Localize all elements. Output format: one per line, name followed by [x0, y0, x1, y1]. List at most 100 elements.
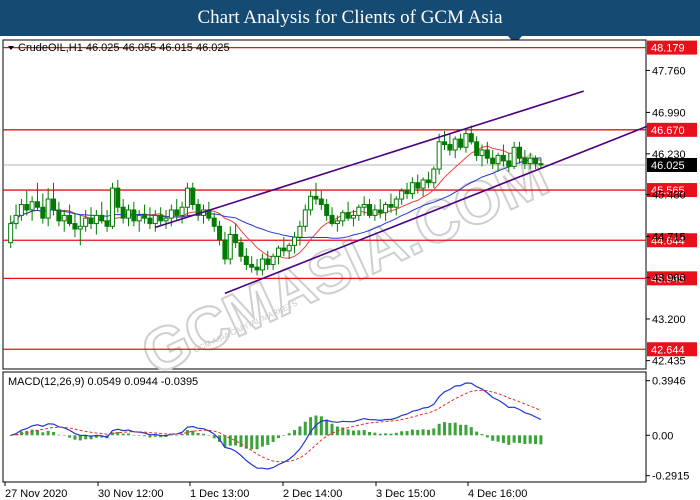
macd-hist-bar: [298, 426, 302, 436]
candle-body: [436, 141, 442, 170]
level-label-bg: [647, 122, 697, 137]
macd-hist-bar: [309, 417, 313, 436]
current-price-bg: [647, 157, 697, 172]
macd-hist-bar: [46, 430, 50, 436]
candle-body: [45, 198, 51, 219]
macd-hist-bar: [325, 419, 329, 436]
candle-body: [190, 187, 196, 205]
macd-hist-bar: [378, 433, 382, 436]
macd-hist-bar: [534, 435, 538, 445]
macd-hist-bar: [459, 424, 463, 436]
level-label: 44.644: [651, 235, 685, 247]
macd-hist-bar: [57, 434, 61, 436]
candle-body: [463, 133, 469, 148]
candle-body: [265, 258, 271, 265]
macd-hist-bar: [52, 432, 56, 436]
candle-body: [233, 233, 239, 244]
candle-body: [527, 157, 533, 165]
macd-hist-bar: [539, 435, 543, 445]
macd-hist-bar: [528, 435, 532, 444]
candle-body: [404, 190, 410, 195]
candle-body: [297, 225, 303, 238]
macd-y-tick-label: 0.3946: [652, 376, 686, 388]
candle-body: [474, 141, 480, 156]
macd-hist-bar: [127, 433, 131, 436]
candle-body: [340, 212, 346, 222]
candle-body: [313, 195, 319, 200]
ma-fast-line: [10, 145, 541, 259]
macd-hist-bar: [517, 435, 521, 444]
candle-body: [356, 206, 362, 216]
candle-body: [120, 206, 126, 219]
macd-hist-bar: [207, 435, 211, 436]
macd-hist-bar: [368, 431, 372, 436]
macd-hist-bar: [491, 435, 495, 441]
y-tick-label: 45.480: [652, 190, 686, 202]
candle-body: [222, 239, 228, 260]
candle-body: [195, 204, 201, 216]
candle-body: [8, 223, 14, 244]
candle-body: [243, 255, 249, 265]
macd-hist-bar: [153, 435, 157, 437]
candle-body: [13, 214, 19, 225]
candle-body: [179, 206, 185, 216]
candle-body: [115, 187, 121, 208]
candle-body: [302, 209, 308, 227]
macd-hist-bar: [159, 435, 163, 438]
candle-body: [109, 187, 115, 227]
macd-hist-bar: [260, 435, 264, 447]
macd-hist-bar: [137, 435, 141, 436]
macd-hist-bar: [437, 423, 441, 436]
candle-body: [131, 209, 137, 222]
macd-hist-bar: [421, 429, 425, 436]
candle-body: [538, 163, 544, 166]
candle-body: [61, 214, 67, 222]
level-label: 42.644: [651, 344, 685, 356]
macd-hist-bar: [196, 433, 200, 436]
macd-hist-bar: [228, 435, 232, 446]
y-tick-label: 43.960: [652, 273, 686, 285]
candle-body: [442, 141, 448, 146]
chart-title-banner: Chart Analysis for Clients of GCM Asia: [0, 0, 700, 36]
candle-body: [184, 187, 190, 208]
macd-hist-bar: [282, 435, 286, 436]
candle-body: [415, 182, 421, 189]
macd-signal-line: [10, 389, 542, 463]
macd-y-tick-label: 0.00: [652, 430, 673, 442]
candle-body: [522, 157, 528, 165]
macd-hist-bar: [255, 435, 259, 450]
macd-y-tick-label: -0.2915: [652, 471, 689, 483]
candle-body: [399, 190, 405, 200]
candle-body: [158, 214, 164, 222]
macd-hist-bar: [330, 423, 334, 436]
macd-hist-bar: [303, 421, 307, 436]
candle-body: [99, 214, 105, 222]
candle-body: [318, 198, 324, 206]
macd-hist-bar: [62, 435, 66, 436]
candle-body: [383, 204, 389, 214]
macd-hist-bar: [35, 429, 39, 436]
macd-hist-bar: [185, 430, 189, 436]
x-tick-label: 1 Dec 13:00: [190, 488, 249, 500]
macd-hist-bar: [234, 435, 238, 446]
level-label-bg: [647, 183, 697, 198]
macd-hist-bar: [100, 435, 104, 438]
macd-hist-bar: [507, 435, 511, 445]
candle-body: [490, 157, 496, 165]
candle-body: [104, 220, 110, 227]
y-tick-label: 46.990: [652, 107, 686, 119]
candle-body: [393, 198, 399, 208]
macd-hist-bar: [351, 430, 355, 436]
candle-body: [479, 149, 485, 156]
level-label-bg: [647, 342, 697, 357]
macd-hist-bar: [175, 435, 179, 436]
y-tick-label: 44.715: [652, 231, 686, 243]
current-price-label: 46.025: [651, 160, 685, 172]
channel-line: [155, 90, 585, 229]
symbol-menu-icon[interactable]: [8, 46, 14, 50]
x-tick-label: 2 Dec 14:00: [283, 488, 342, 500]
macd-hist-bar: [84, 435, 88, 440]
macd-hist-bar: [180, 433, 184, 436]
x-tick-label: 30 Nov 12:00: [98, 488, 163, 500]
macd-hist-bar: [373, 432, 377, 436]
